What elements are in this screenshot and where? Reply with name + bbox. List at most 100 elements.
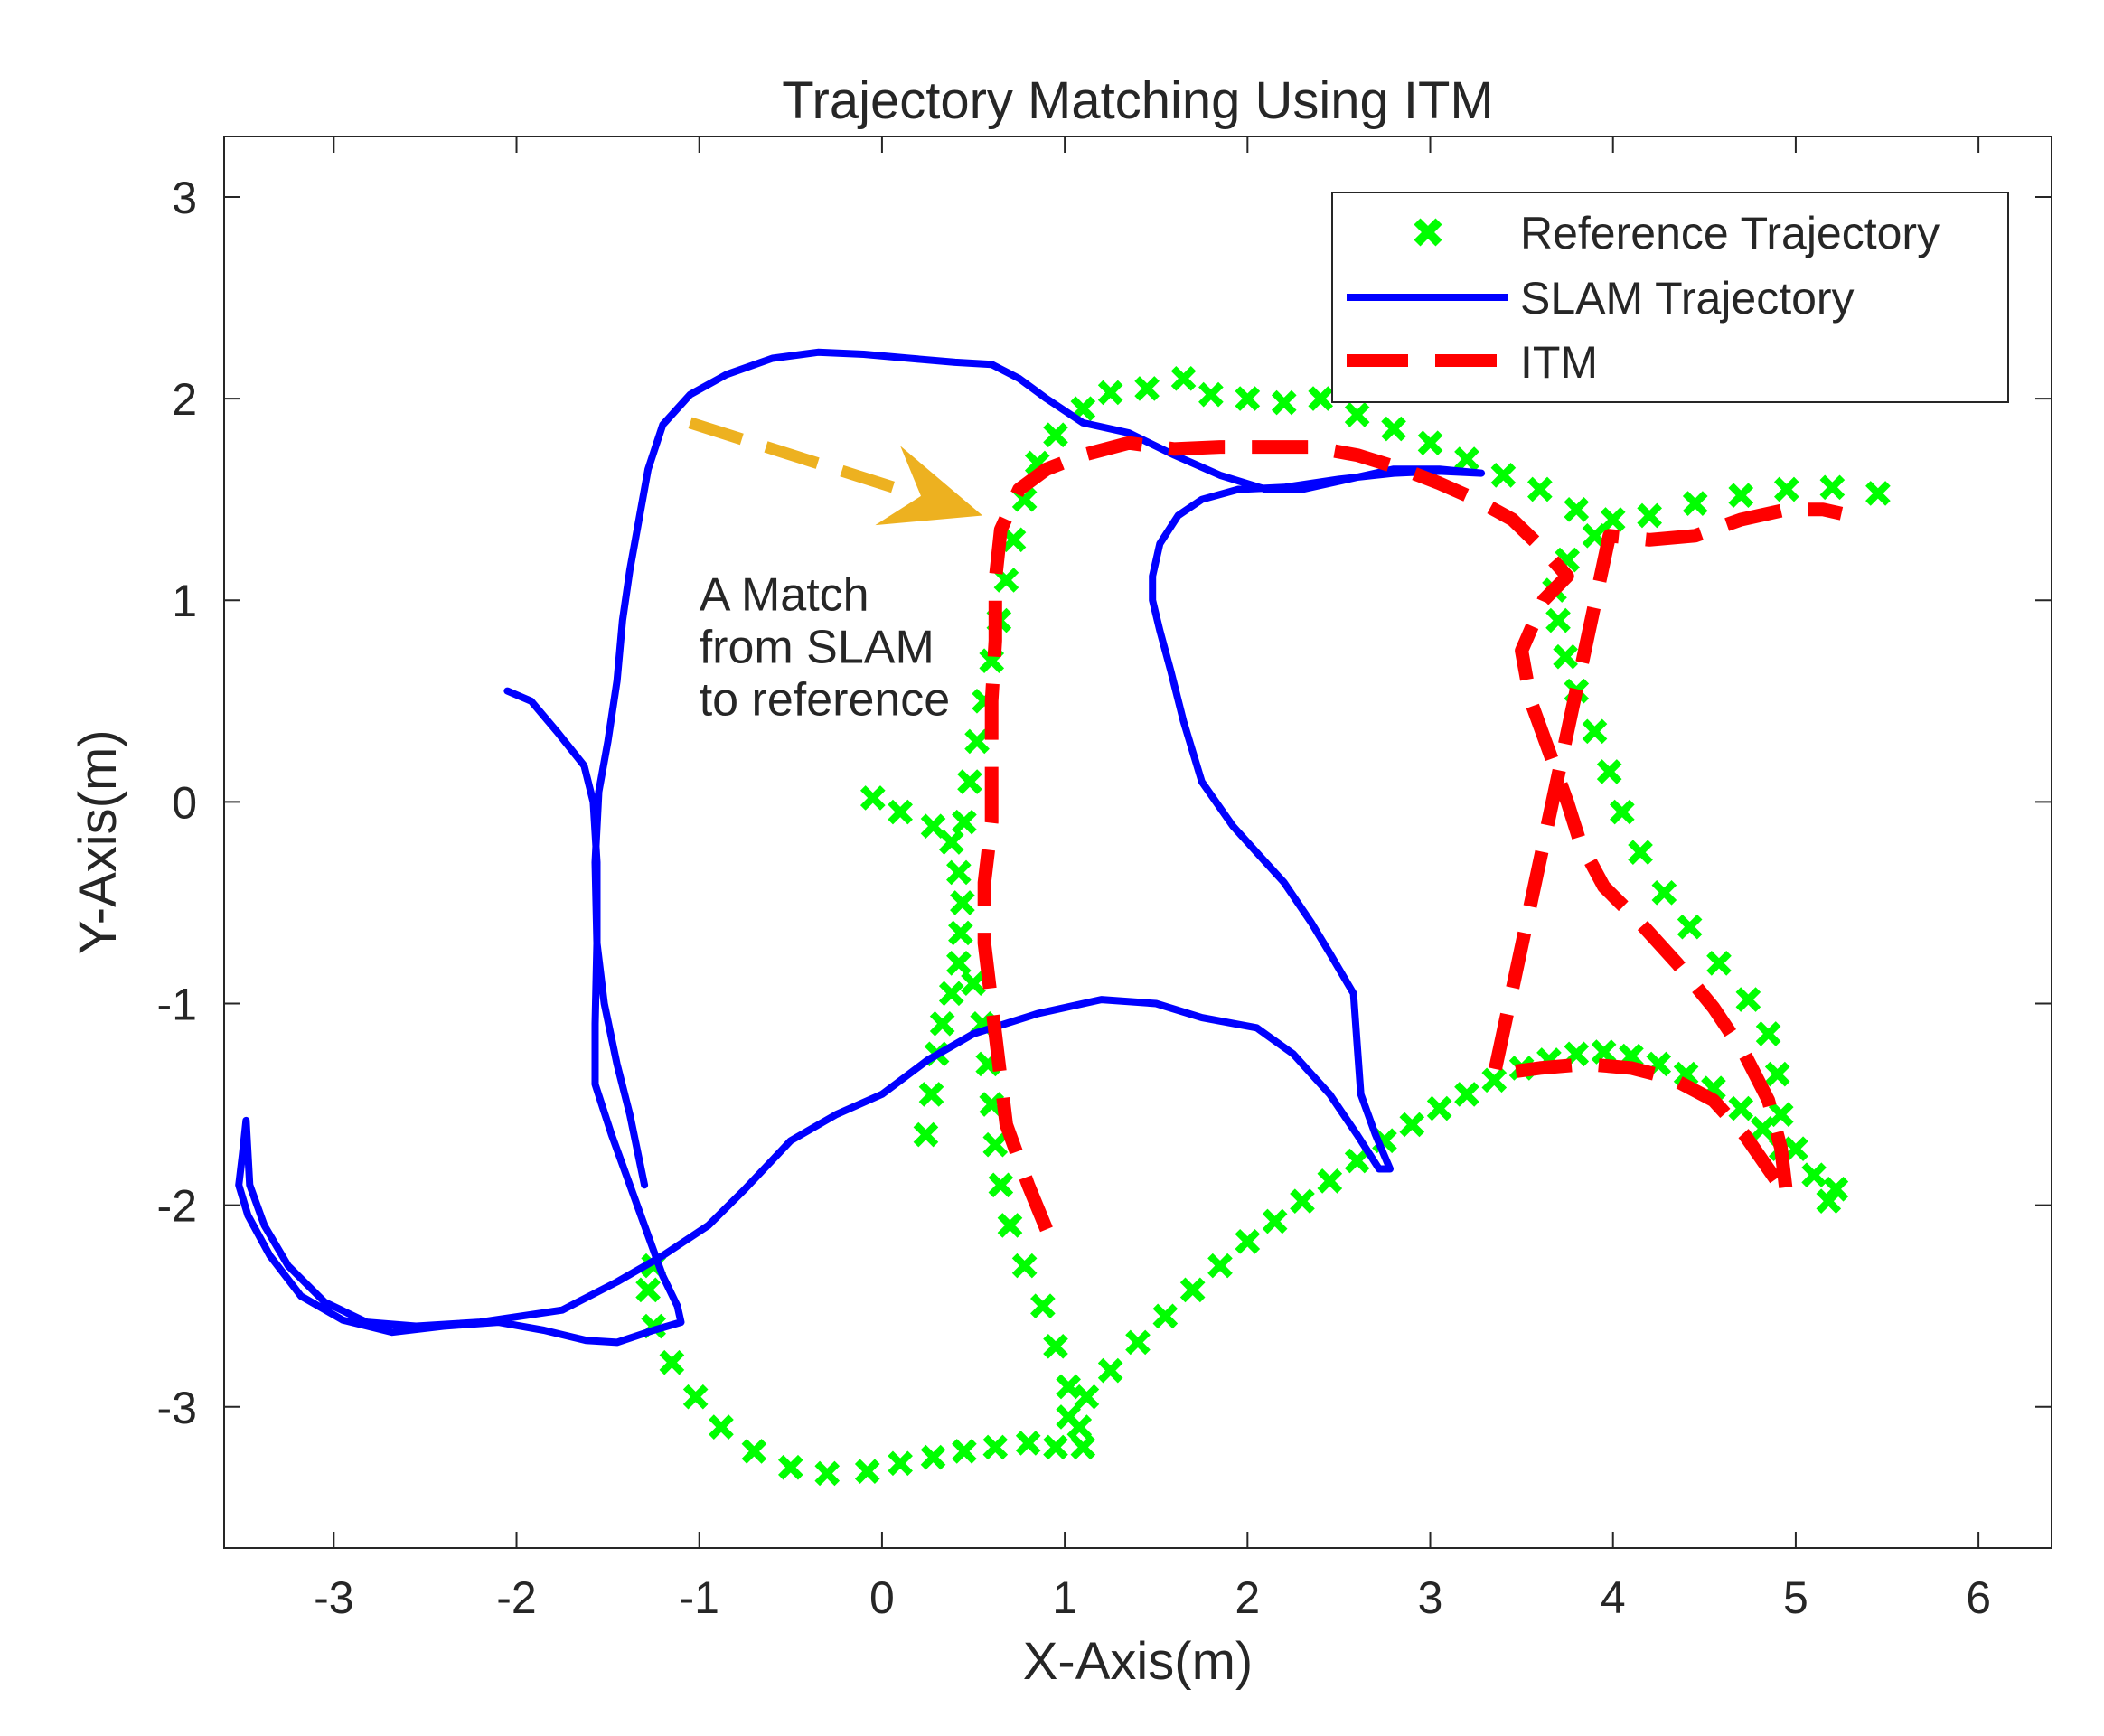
reference-point-marker [961,971,986,997]
reference-point-marker [1564,496,1590,522]
reference-point-marker [1651,879,1677,906]
reference-point-marker [1773,476,1799,502]
reference-point-marker [1527,476,1553,502]
reference-point-marker [1673,1061,1699,1087]
x-tick-label: -3 [314,1572,353,1623]
reference-point-marker [1056,1374,1081,1400]
x-tick-label: -2 [496,1572,536,1623]
reference-point-marker [1043,1334,1068,1359]
reference-point-marker [1011,1253,1038,1279]
annotation-line-1: A Match [700,568,869,621]
slam-line [235,348,1486,1347]
reference-point-marker [1417,430,1443,456]
reference-point-marker [1152,1303,1179,1329]
x-tick-label: 4 [1601,1572,1626,1623]
plot-area [235,348,1891,1487]
reference-point-marker [1097,380,1123,406]
reference-point-marker [1344,402,1370,427]
reference-point-marker [1764,1061,1790,1087]
reference-point-marker [854,1459,880,1485]
reference-point-marker [1735,987,1761,1012]
reference-point-marker [1819,474,1846,501]
reference-point-marker [1728,1095,1754,1121]
legend-reference-label: Reference Trajectory [1520,208,1940,258]
reference-point-marker [918,1082,944,1107]
reference-point-marker [741,1439,767,1464]
reference-point-marker [1454,1082,1479,1107]
reference-point-marker [888,1450,913,1477]
reference-point-marker [938,981,964,1007]
reference-point-marker [952,809,977,835]
y-axis-label: Y-Axis(m) [69,729,127,954]
reference-point-marker [1290,1188,1315,1215]
x-tick-label: 0 [869,1572,895,1623]
x-tick-label: -1 [679,1572,719,1623]
reference-point-marker [1170,365,1197,391]
reference-point-marker [888,799,913,825]
reference-point-marker [988,1172,1014,1198]
reference-point-marker [777,1454,803,1480]
legend-slam-label: SLAM Trajectory [1520,273,1855,324]
reference-point-marker [950,890,975,915]
reference-point-marker [1481,1067,1508,1093]
reference-point-marker [859,785,886,811]
y-tick-label: 1 [172,576,197,626]
reference-point-marker [1235,386,1261,411]
reference-point-marker [682,1384,709,1410]
reference-point-marker [1755,1021,1781,1046]
y-tick-label: 2 [172,374,197,425]
x-tick-label: 5 [1783,1572,1808,1623]
reference-point-marker [929,1011,955,1037]
reference-point-marker [1600,507,1626,532]
y-tick-label: 0 [172,777,197,828]
reference-point-marker [1271,389,1297,416]
reference-point-marker [1682,491,1708,516]
legend-itm-label: ITM [1520,337,1598,388]
annotation-arrow-head [875,446,983,526]
reference-point-marker [948,920,973,946]
reference-point-marker [913,1121,939,1148]
reference-point-marker [1801,1162,1827,1188]
chart-title: Trajectory Matching Using ITM [782,71,1494,130]
reference-point-marker [938,830,964,855]
reference-point-marker [1235,1228,1261,1254]
reference-point-marker [1043,422,1068,448]
reference-point-marker [964,728,990,755]
reference-point-marker [1628,840,1653,865]
x-axis-label: X-Axis(m) [1023,1632,1254,1691]
itm-line [977,436,1844,1233]
reference-point-marker [1865,481,1891,506]
reference-point-marker [952,1439,977,1464]
reference-point-marker [1134,376,1160,401]
reference-point-marker [1043,1434,1068,1460]
reference-point-marker [920,813,946,839]
annotation-line-3: to reference [700,673,951,726]
annotation-line-2: from SLAM [700,621,935,673]
reference-point-marker [1591,1039,1617,1065]
reference-point-marker [982,1434,1009,1460]
match-annotation: A Match from SLAM to reference [688,417,983,726]
reference-point-marker [1750,1116,1776,1141]
reference-point-marker [946,859,972,886]
reference-point-marker [1207,1253,1233,1279]
reference-point-marker [957,769,982,794]
y-tick-label: -1 [157,980,197,1030]
reference-point-marker [1610,799,1635,825]
y-tick-label: 3 [172,173,197,223]
reference-point-marker [1553,643,1578,670]
reference-point-marker [1262,1208,1288,1234]
reference-point-marker [1399,1112,1425,1138]
reference-point-marker [1074,1384,1100,1410]
reference-point-marker [1596,759,1622,784]
annotation-text: A Match from SLAM to reference [700,568,951,726]
reference-point-marker [1070,1434,1096,1460]
reference-point-marker [1015,1431,1041,1456]
x-tick-label: 6 [1966,1572,1991,1623]
reference-point-marker [1056,1404,1081,1430]
reference-point-marker [982,1131,1009,1158]
slam-trajectory-series [235,348,1486,1347]
reference-point-marker [1308,386,1334,411]
axis-ticks: -3 -2 -1 0 1 2 3 4 5 6 -3 -2 -1 0 1 2 3 [157,136,2052,1623]
y-tick-label: -3 [157,1383,197,1433]
